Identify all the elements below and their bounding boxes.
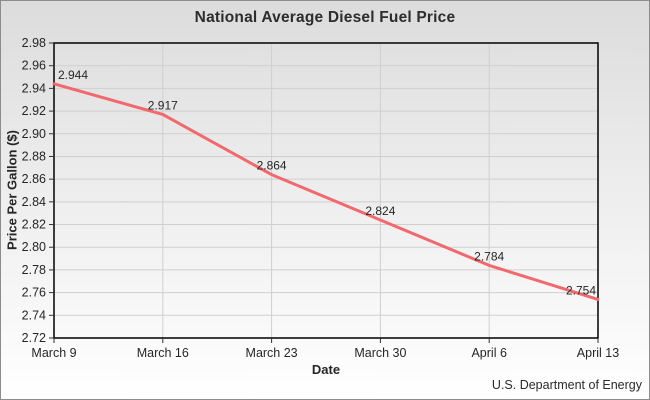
point-label: 2.754 [566, 283, 596, 297]
x-tick-label: April 13 [577, 346, 619, 360]
y-tick-label: 2.92 [22, 104, 46, 118]
y-tick-label: 2.86 [22, 172, 46, 186]
point-label: 2.784 [474, 249, 504, 263]
y-tick-label: 2.96 [22, 59, 46, 73]
x-tick-label: March 9 [31, 346, 76, 360]
y-tick-label: 2.88 [22, 149, 46, 163]
y-tick-label: 2.74 [22, 308, 46, 322]
y-tick-label: 2.76 [22, 286, 46, 300]
price-line [52, 82, 600, 301]
point-label: 2.824 [365, 204, 395, 218]
point-label: 2.864 [257, 159, 287, 173]
x-axis-title: Date [311, 362, 341, 377]
x-tick-label: April 6 [471, 346, 506, 360]
y-tick-label: 2.90 [22, 127, 46, 141]
point-label: 2.944 [58, 68, 88, 82]
axis-border [53, 42, 599, 339]
y-tick-label: 2.98 [22, 36, 46, 50]
y-tick-label: 2.78 [22, 263, 46, 277]
x-tick-label: March 16 [137, 346, 189, 360]
y-tick-label: 2.72 [22, 331, 46, 345]
chart-title: National Average Diesel Fuel Price [194, 9, 456, 26]
attribution-text: U.S. Department of Energy [491, 378, 642, 392]
point-label: 2.917 [148, 98, 178, 112]
y-tick-label: 2.94 [22, 81, 46, 95]
y-tick-label: 2.82 [22, 218, 46, 232]
x-tick-label: March 23 [246, 346, 298, 360]
x-tick-label: March 30 [354, 346, 406, 360]
y-tick-label: 2.84 [22, 195, 46, 209]
y-tick-label: 2.80 [22, 240, 46, 254]
